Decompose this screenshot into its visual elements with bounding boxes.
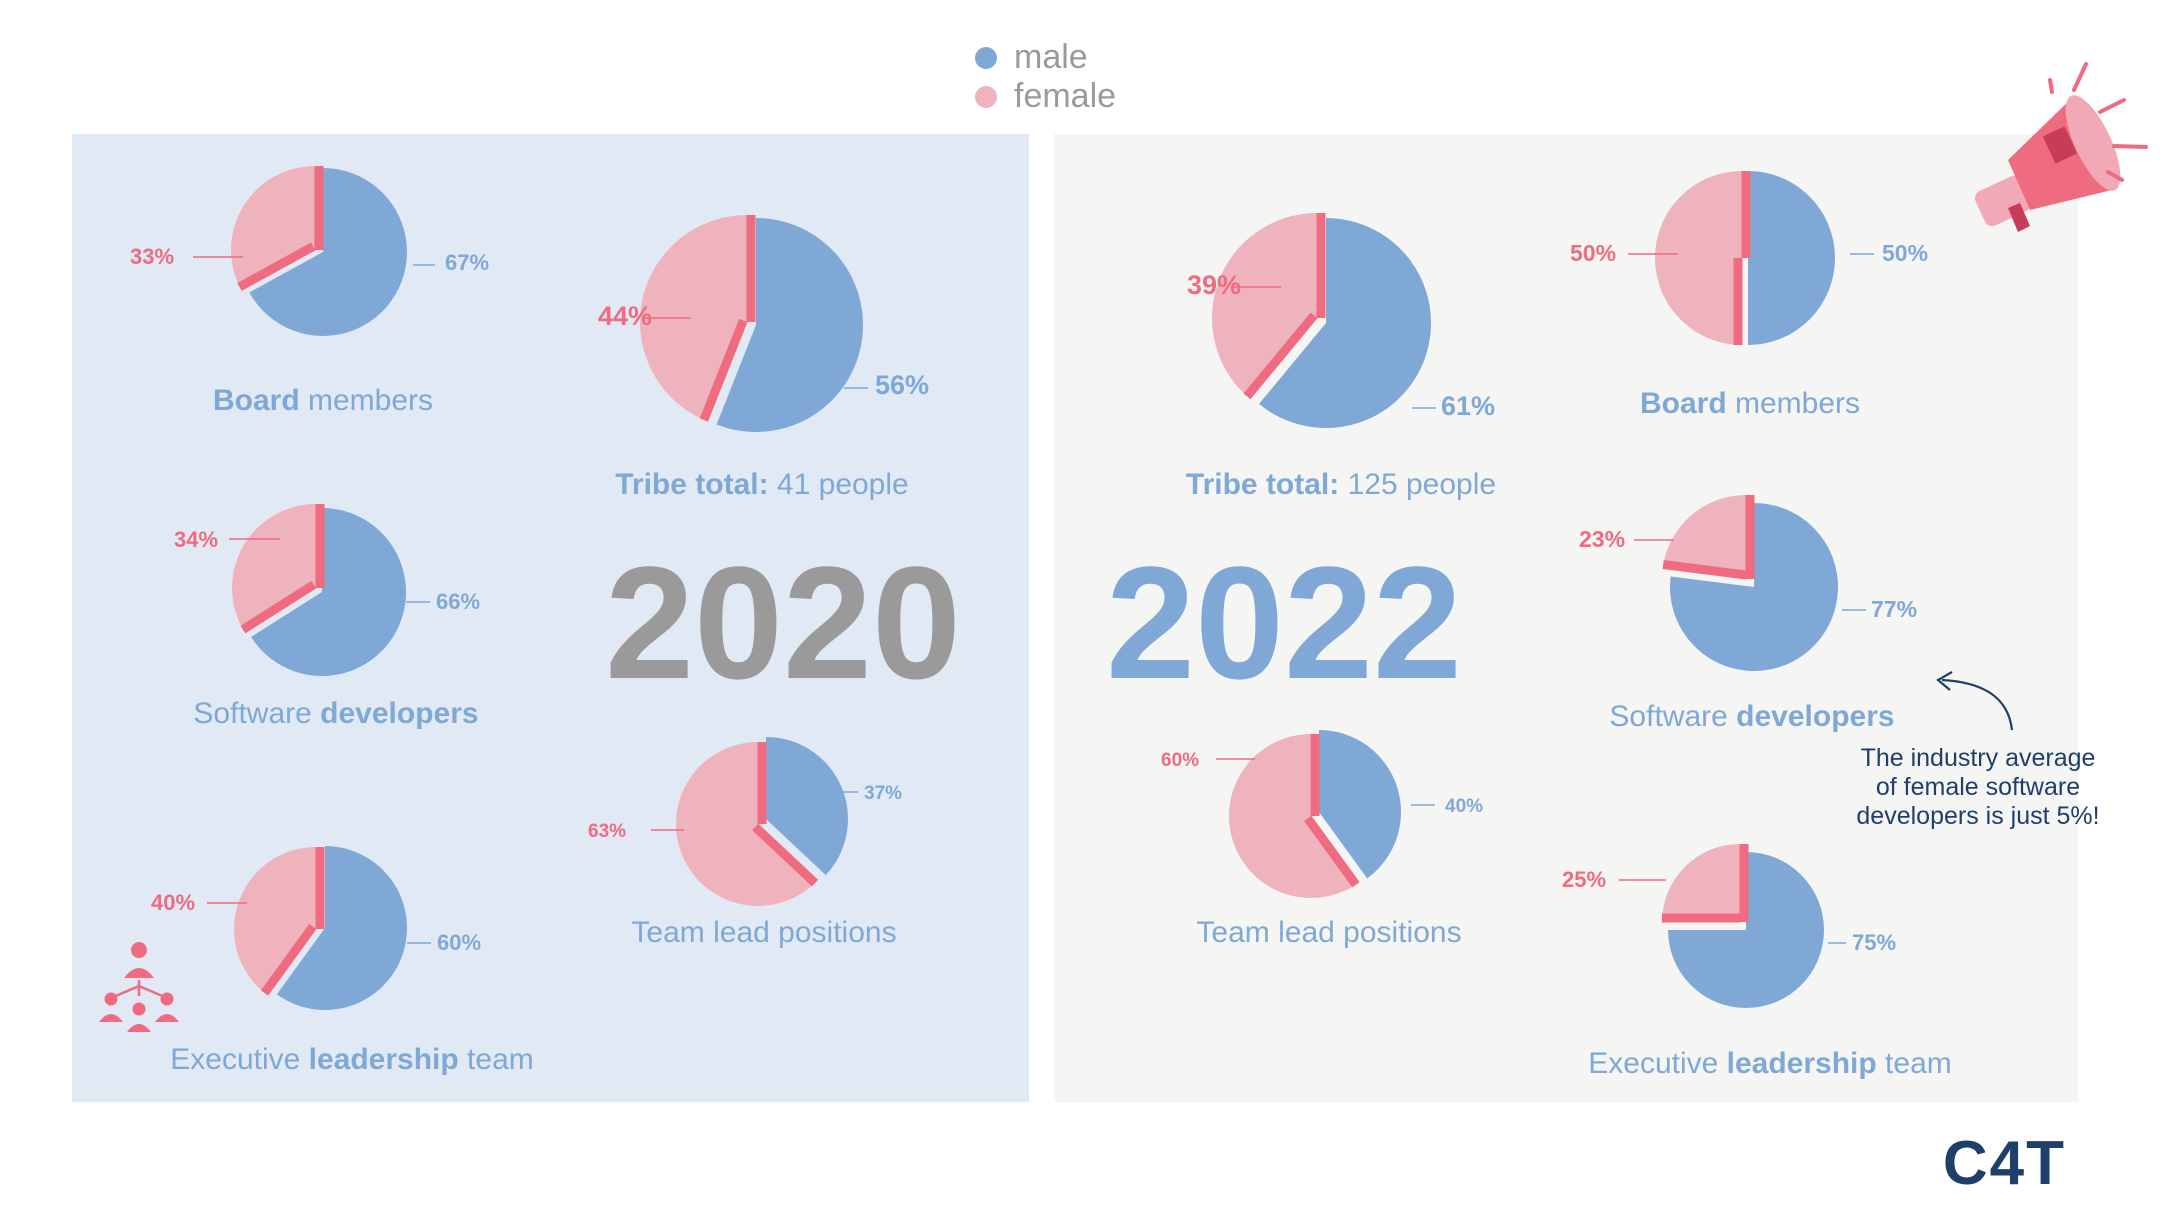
legend-female-label: female [1014, 77, 1116, 115]
slice-separator [1304, 815, 1360, 888]
female-slice [1662, 844, 1740, 922]
female-percent-label: 34% [174, 527, 218, 552]
year-2022: 2022 [1106, 533, 1462, 712]
slice-separator [237, 242, 316, 291]
male-slice [1748, 171, 1835, 345]
female-percent-label: 60% [1161, 750, 1199, 771]
pie-chart-2020-3: 63% 37% Team lead positions [588, 737, 902, 949]
male-percent-label: 75% [1852, 930, 1896, 955]
male-slice [1669, 503, 1838, 671]
male-percent-label: 67% [445, 250, 489, 275]
pie-chart-2022-5: 39% 61% Tribe total: 125 people [1186, 213, 1496, 501]
female-percent-label: 63% [588, 821, 626, 842]
male-percent-label: 77% [1871, 596, 1917, 622]
pie-chart-2022-9: 25% 75% Executive leadership team [1562, 844, 1952, 1080]
female-slice [1212, 213, 1317, 399]
male-percent-label: 50% [1882, 240, 1928, 266]
female-percent-label: 40% [151, 890, 195, 915]
male-percent-label: 56% [875, 370, 929, 400]
pie-chart-2020-2: 34% 66% Software developers [174, 504, 480, 730]
panel-2020 [72, 134, 1029, 1102]
note-line-3: developers is just 5%! [1856, 802, 2099, 830]
legend-female-swatch [975, 86, 997, 108]
pie-chart-2022-8: 60% 40% Team lead positions [1161, 730, 1483, 949]
slice-separator [240, 580, 317, 634]
female-percent-label: 23% [1579, 526, 1625, 552]
slice-separator [1662, 560, 1748, 580]
pie-title: Software developers [193, 697, 478, 730]
legend: male female [975, 38, 1116, 115]
pie-title: Tribe total: 125 people [1186, 468, 1496, 501]
female-percent-label: 50% [1570, 240, 1616, 266]
megaphone-icon [1974, 62, 2148, 232]
pie-chart-2020-1: 44% 56% Tribe total: 41 people [598, 214, 929, 501]
female-slice [1229, 734, 1360, 898]
male-slice [249, 168, 407, 337]
male-slice [276, 846, 407, 1010]
pie-title: Board members [213, 384, 433, 417]
pie-title: Tribe total: 41 people [615, 468, 908, 501]
slice-separator [1243, 312, 1318, 400]
male-slice [716, 218, 863, 432]
slice-separator [260, 924, 317, 996]
pie-title: Executive leadership team [1588, 1047, 1952, 1080]
male-percent-label: 40% [1445, 796, 1483, 817]
brand-logo: C4T [1943, 1129, 2066, 1198]
slice-separator [699, 318, 748, 422]
female-slice [676, 742, 818, 906]
male-slice [1319, 730, 1402, 879]
female-percent-label: 39% [1187, 270, 1241, 300]
pie-title: Team lead positions [1196, 916, 1461, 949]
year-2020: 2020 [605, 533, 961, 712]
pie-chart-2022-6: 50% 50% Board members [1570, 171, 1928, 420]
note-line-1: The industry average [1861, 744, 2096, 772]
industry-note: The industry average of female software … [1856, 744, 2099, 830]
pie-title: Board members [1640, 387, 1860, 420]
male-slice [1668, 852, 1824, 1008]
male-percent-label: 37% [864, 783, 902, 804]
male-percent-label: 66% [436, 589, 480, 614]
note-line-2: of female software [1876, 773, 2080, 801]
male-slice [251, 508, 407, 677]
pie-title: Executive leadership team [170, 1043, 534, 1076]
org-chart-icon [99, 942, 179, 1032]
female-slice [1662, 495, 1746, 579]
pie-chart-2022-7: 23% 77% Software developers [1579, 495, 1917, 733]
male-percent-label: 61% [1441, 391, 1495, 421]
pie-chart-2020-4: 40% 60% Executive leadership team [151, 846, 534, 1076]
male-percent-label: 60% [437, 930, 481, 955]
note-arrowhead-icon [1936, 671, 1953, 691]
male-slice [766, 737, 849, 876]
female-percent-label: 33% [130, 244, 174, 269]
legend-male-label: male [1014, 38, 1088, 76]
female-percent-label: 25% [1562, 867, 1606, 892]
female-slice [1655, 171, 1742, 345]
male-slice [1259, 217, 1432, 428]
legend-male-swatch [975, 47, 997, 69]
pie-charts: 33% 67% Board members 44% 56% Tribe total: 41… [130, 165, 1952, 1080]
pie-title: Team lead positions [631, 916, 896, 949]
note-arrow-icon [1941, 678, 2014, 731]
female-slice [233, 847, 316, 996]
slice-separator [752, 823, 819, 887]
pie-chart-2020-0: 33% 67% Board members [130, 165, 489, 417]
female-percent-label: 44% [598, 301, 652, 331]
pie-title: Software developers [1609, 700, 1894, 733]
